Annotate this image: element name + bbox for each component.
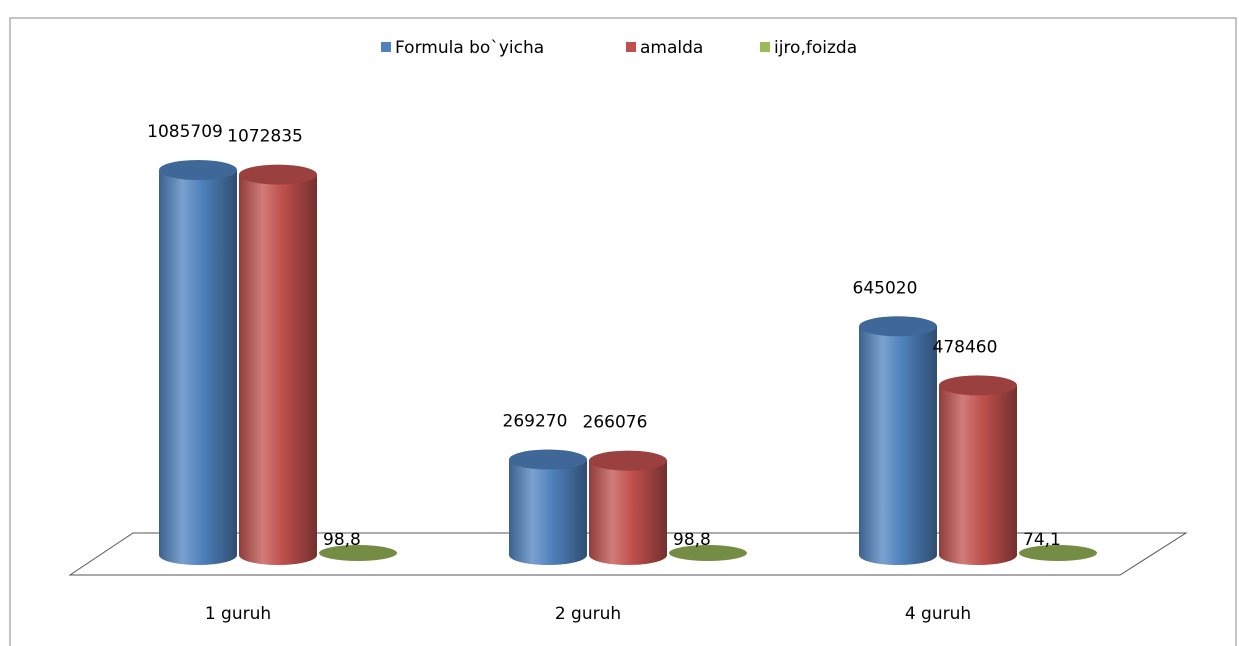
data-label: 266076 [583, 413, 648, 433]
data-label: 645020 [853, 278, 918, 298]
bar [509, 449, 587, 565]
data-label: 98,8 [323, 530, 361, 550]
data-label: 74,1 [1023, 530, 1061, 550]
legend-label: amalda [640, 38, 703, 58]
data-label: 1085709 [147, 122, 223, 142]
x-tick-label: 2 guruh [555, 604, 621, 624]
legend-label: ijro,foizda [774, 38, 857, 58]
x-tick-label: 4 guruh [905, 604, 971, 624]
x-tick-label: 1 guruh [205, 604, 271, 624]
bar [669, 545, 747, 561]
bar [159, 160, 237, 565]
bar [239, 164, 317, 565]
legend-swatch [760, 42, 770, 52]
data-label: 478460 [933, 337, 998, 357]
legend-swatch [626, 42, 636, 52]
data-label: 269270 [503, 412, 568, 432]
legend-label: Formula bo`yicha [395, 38, 544, 58]
bar [1019, 545, 1097, 561]
bar [939, 375, 1017, 565]
bar [589, 450, 667, 565]
data-label: 98,8 [673, 530, 711, 550]
data-label: 1072835 [227, 127, 303, 147]
chart-frame [9, 17, 1237, 646]
bar [319, 545, 397, 561]
legend-swatch [381, 42, 391, 52]
bar [859, 316, 937, 565]
